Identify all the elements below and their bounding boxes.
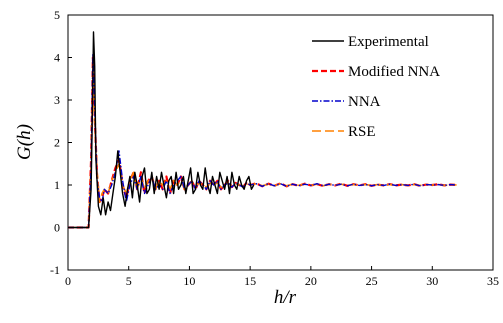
- y-tick-label: 4: [54, 51, 60, 65]
- y-tick-label: -1: [50, 263, 60, 277]
- x-axis: 0 5 10 15 20 25 30 35: [65, 266, 499, 288]
- x-tick-label: 0: [65, 274, 71, 288]
- x-tick-label: 25: [366, 274, 378, 288]
- x-tick-label: 30: [426, 274, 438, 288]
- legend-label: Modified NNA: [348, 64, 440, 80]
- series-line-experimental: [68, 31, 255, 229]
- x-tick-label: 5: [126, 274, 132, 288]
- y-tick-label: 5: [54, 8, 60, 22]
- y-tick-label: 3: [54, 93, 60, 107]
- series-line-nna: [68, 52, 457, 229]
- legend-label: Experimental: [348, 34, 429, 50]
- legend-label: RSE: [348, 124, 376, 140]
- y-axis: -1 0 1 2 3 4 5: [50, 8, 72, 277]
- y-tick-label: 2: [54, 136, 60, 150]
- x-tick-label: 15: [244, 274, 256, 288]
- x-axis-label: h/r: [274, 287, 297, 308]
- x-tick-label: 10: [183, 274, 195, 288]
- series-line-rse: [68, 65, 457, 229]
- plot-area: [67, 14, 494, 271]
- x-tick-label: 35: [487, 274, 499, 288]
- legend-label: NNA: [348, 94, 381, 110]
- y-tick-label: 0: [54, 221, 60, 235]
- series-layer: [68, 31, 457, 229]
- legend: Experimental Modified NNA NNA RSE: [312, 34, 440, 140]
- y-tick-label: 1: [54, 178, 60, 192]
- x-tick-label: 20: [305, 274, 317, 288]
- y-axis-label: G(h): [14, 124, 35, 160]
